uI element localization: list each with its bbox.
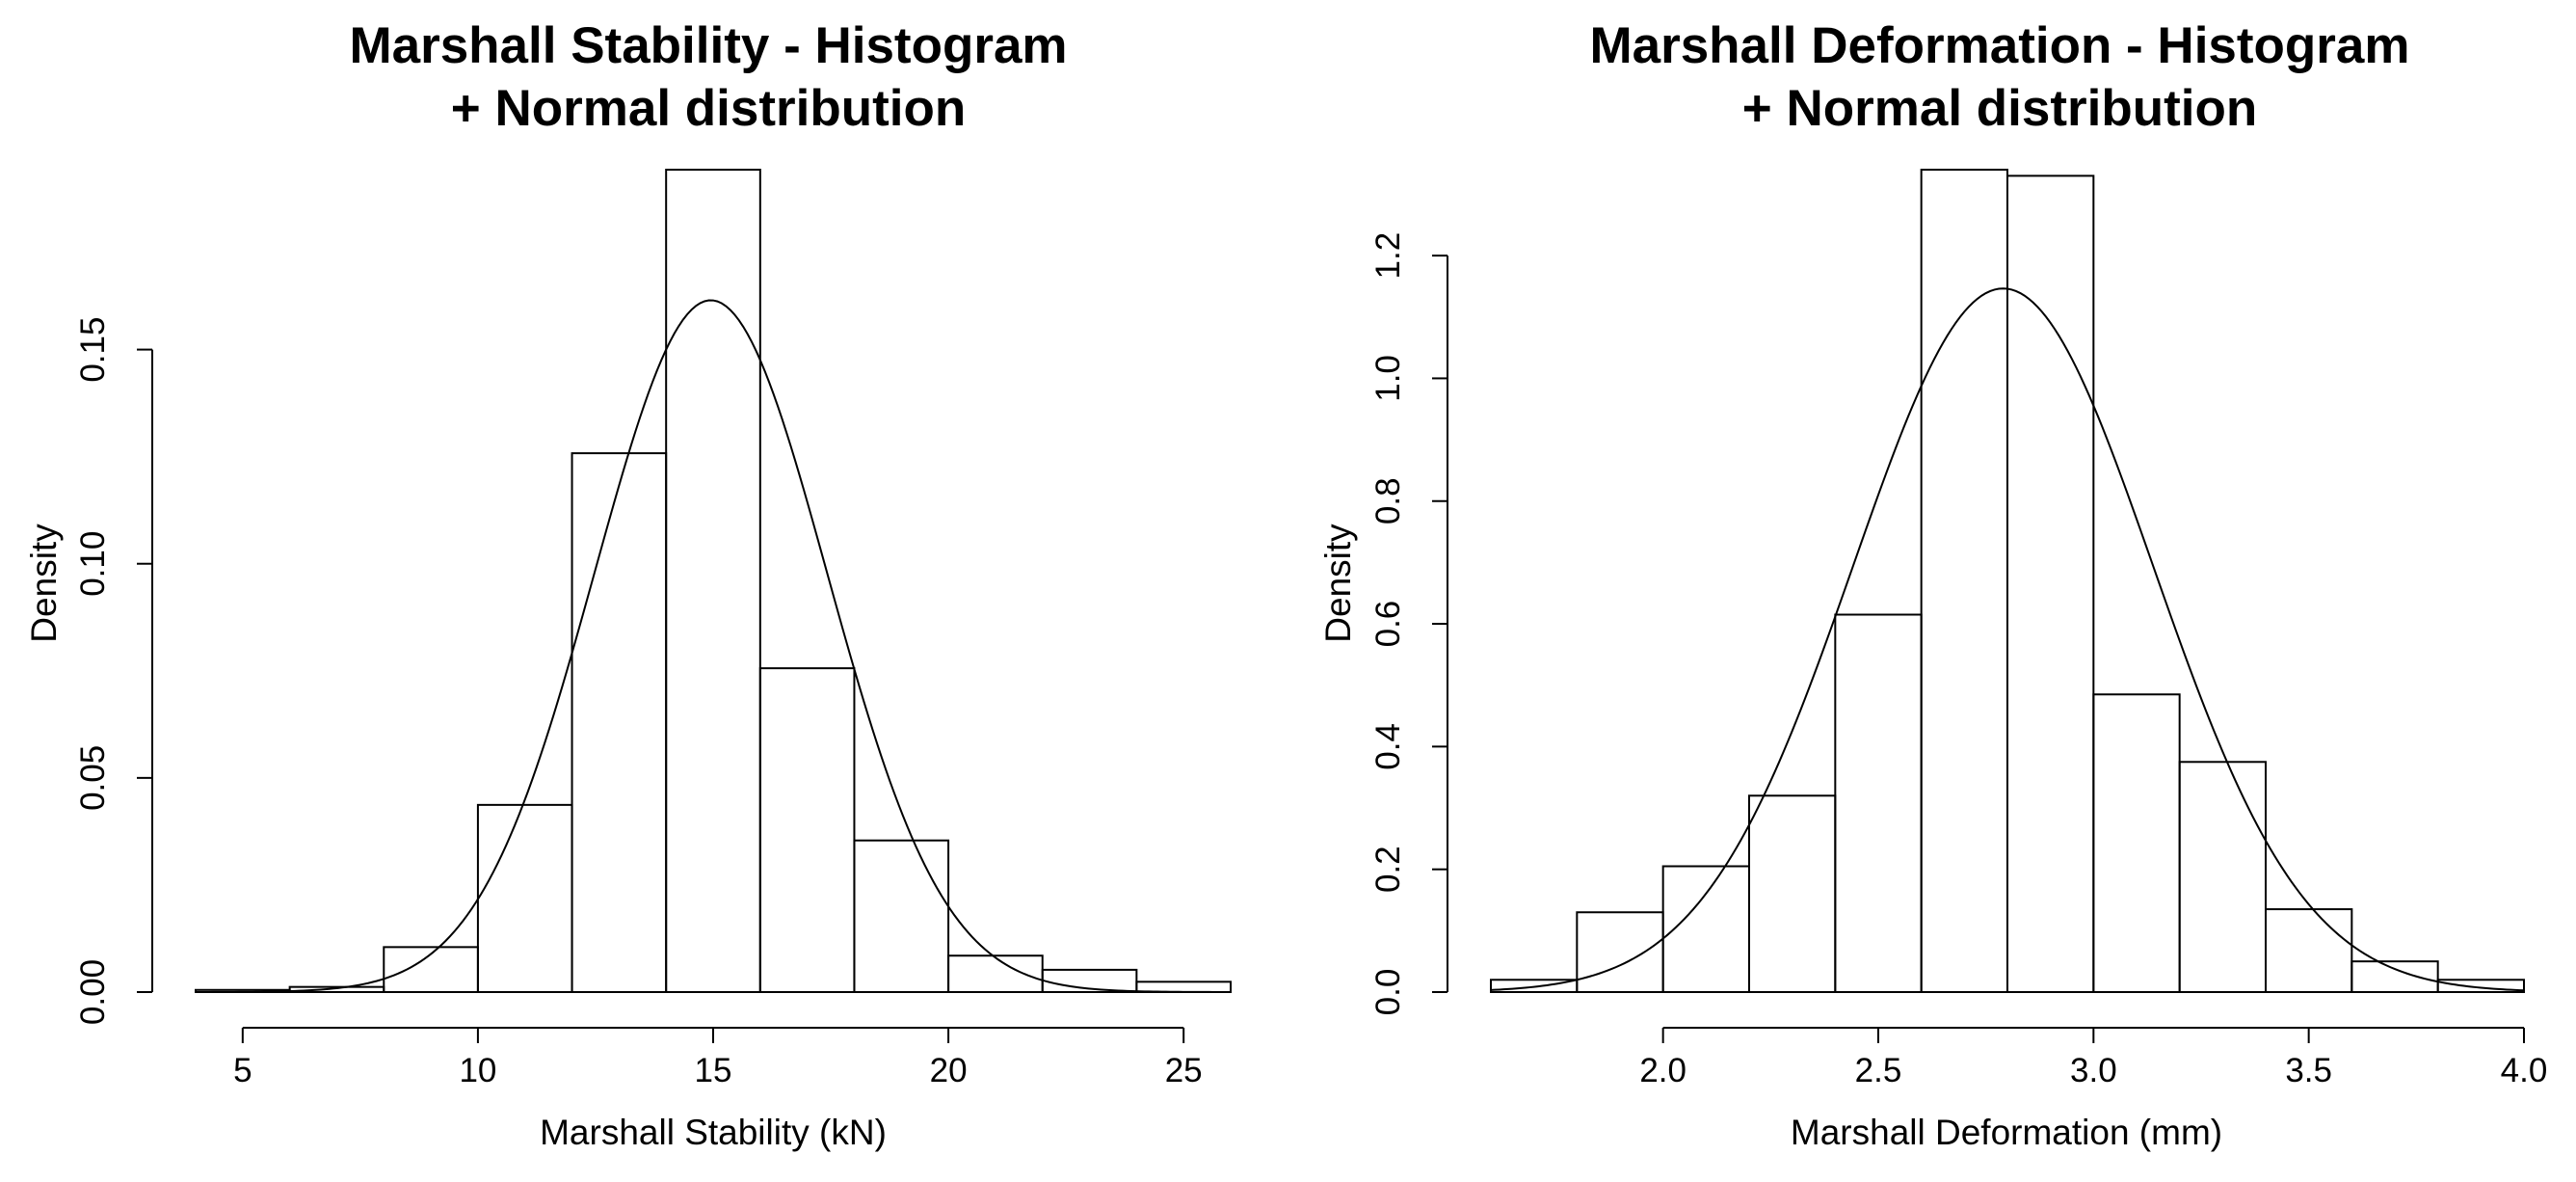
deformation-x-tick-label-3: 3.5	[2285, 1052, 2332, 1089]
stability-bar-7	[853, 839, 950, 994]
deformation-x-axis-label: Marshall Deformation (mm)	[1791, 1113, 2222, 1152]
stability-bar-10	[1135, 981, 1233, 994]
deformation-y-axis-label: Density	[1318, 524, 1358, 643]
stability-x-tick-label-1: 10	[459, 1052, 496, 1089]
stability-title-line-1: Marshall Stability - Histogram	[349, 17, 1067, 74]
stability-bar-5	[665, 169, 761, 993]
deformation-bar-7	[2092, 693, 2181, 994]
stability-x-tick-label-3: 20	[930, 1052, 968, 1089]
stability-y-tick-label-0: 0.00	[74, 959, 112, 1025]
stability-plot-area: 5 10 15 20 25 0.00 0.05 0.10 0.15	[74, 169, 1233, 1089]
deformation-panel: Marshall Deformation - Histogram + Norma…	[1318, 17, 2547, 1152]
stability-x-tick-label-4: 25	[1165, 1052, 1203, 1089]
deformation-y-tick-label-0: 0.0	[1369, 969, 1407, 1016]
deformation-bar-9	[2265, 908, 2353, 993]
deformation-x-tick-label-2: 3.0	[2070, 1052, 2117, 1089]
deformation-y-tick-label-2: 0.4	[1369, 723, 1407, 770]
deformation-title-line-1: Marshall Deformation - Histogram	[1589, 17, 2409, 74]
deformation-normal-curve	[1490, 287, 2525, 992]
stability-y-axis-label: Density	[24, 524, 64, 643]
deformation-bar-2	[1661, 865, 1750, 993]
deformation-plot-area: 2.0 2.5 3.0 3.5 4.0 0.0 0.2 0.4 0.6 0.8 1.0 1.2	[1369, 169, 2548, 1089]
stability-bar-8	[947, 954, 1044, 994]
deformation-title-line-2: + Normal distribution	[1742, 80, 2257, 137]
deformation-y-tick-label-6: 1.2	[1369, 232, 1407, 280]
deformation-y-tick-label-1: 0.2	[1369, 846, 1407, 893]
deformation-x-tick-label-0: 2.0	[1639, 1052, 1686, 1089]
stability-y-tick-label-3: 0.15	[74, 317, 112, 383]
stability-x-tick-label-0: 5	[233, 1052, 252, 1089]
deformation-x-tick-label-4: 4.0	[2501, 1052, 2548, 1089]
stability-title-line-2: + Normal distribution	[451, 80, 966, 137]
stability-y-tick-label-1: 0.05	[74, 745, 112, 811]
deformation-bar-10	[2350, 960, 2439, 993]
deformation-bar-5	[1920, 169, 2008, 993]
deformation-bar-1	[1576, 911, 1664, 994]
deformation-y-tick-label-4: 0.8	[1369, 477, 1407, 524]
stability-bar-4	[571, 452, 668, 993]
deformation-y-tick-label-5: 1.0	[1369, 355, 1407, 402]
stability-bar-6	[758, 667, 856, 993]
stability-panel: Marshall Stability - Histogram + Normal …	[24, 17, 1233, 1152]
stability-y-tick-label-2: 0.10	[74, 531, 112, 597]
deformation-y-tick-label-3: 0.6	[1369, 601, 1407, 648]
stability-normal-curve	[195, 299, 1232, 993]
stability-bar-3	[476, 803, 573, 993]
deformation-x-tick-label-1: 2.5	[1855, 1052, 1902, 1089]
deformation-bar-8	[2178, 761, 2268, 993]
deformation-bar-3	[1748, 794, 1837, 994]
deformation-bar-11	[2436, 979, 2526, 994]
stability-x-tick-label-2: 15	[695, 1052, 732, 1089]
stability-x-axis-label: Marshall Stability (kN)	[540, 1113, 887, 1152]
deformation-bar-6	[2006, 175, 2095, 994]
deformation-bar-4	[1834, 613, 1923, 993]
